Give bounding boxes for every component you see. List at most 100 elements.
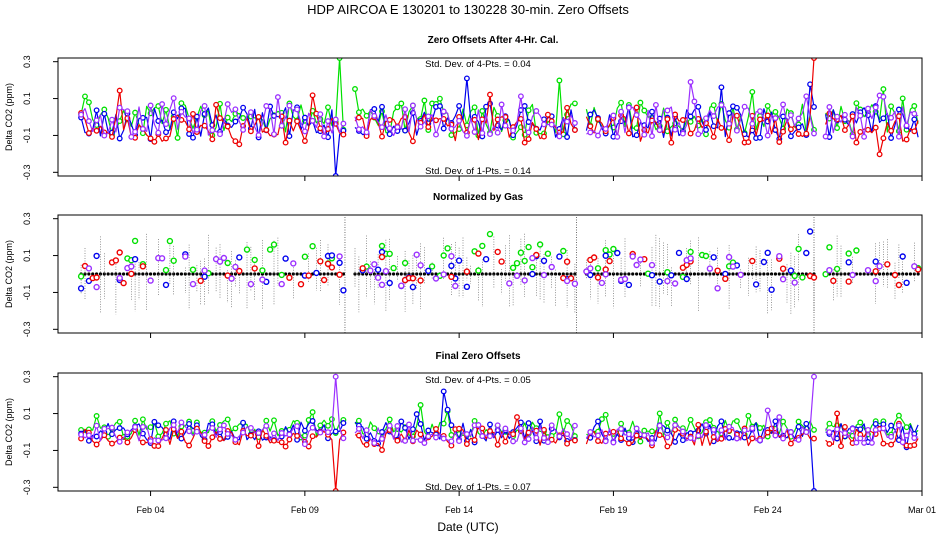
data-point bbox=[911, 128, 918, 135]
x-axis: Feb 04 Feb 09 Feb 14 Feb 19 Feb 24 Mar 01 bbox=[137, 491, 936, 515]
data-point bbox=[857, 419, 864, 426]
data-point bbox=[411, 272, 415, 276]
data-point bbox=[672, 438, 679, 445]
data-point bbox=[216, 258, 224, 265]
data-point bbox=[895, 422, 902, 429]
data-point bbox=[725, 253, 733, 261]
data-point bbox=[791, 279, 798, 286]
data-point bbox=[776, 253, 783, 260]
data-point bbox=[710, 113, 717, 120]
data-point bbox=[294, 106, 301, 113]
data-point bbox=[509, 264, 517, 271]
data-point bbox=[541, 435, 547, 441]
data-point bbox=[571, 437, 578, 444]
data-point bbox=[201, 431, 208, 438]
data-point bbox=[849, 133, 856, 140]
data-point bbox=[158, 255, 166, 262]
data-point bbox=[618, 435, 625, 442]
data-point bbox=[141, 272, 145, 276]
data-point bbox=[417, 402, 424, 408]
data-point bbox=[826, 104, 833, 110]
data-point bbox=[602, 438, 609, 445]
data-point bbox=[625, 440, 632, 447]
data-point bbox=[834, 435, 841, 442]
data-point bbox=[421, 97, 428, 104]
y-tick-label: 0.1 bbox=[22, 92, 32, 105]
data-point bbox=[614, 133, 621, 140]
data-point bbox=[746, 272, 751, 276]
data-point bbox=[78, 111, 85, 118]
data-point bbox=[324, 260, 332, 267]
data-point bbox=[183, 272, 187, 276]
data-point bbox=[494, 129, 501, 136]
data-point bbox=[749, 120, 756, 127]
data-point bbox=[668, 139, 675, 146]
data-point bbox=[379, 133, 385, 140]
data-point bbox=[752, 281, 760, 288]
data-point bbox=[322, 272, 326, 276]
data-point bbox=[569, 272, 573, 276]
data-point bbox=[619, 272, 623, 276]
data-point bbox=[116, 135, 123, 142]
data-point bbox=[355, 114, 362, 121]
data-point bbox=[440, 388, 447, 395]
data-point bbox=[201, 267, 208, 274]
data-point bbox=[456, 117, 463, 124]
data-point bbox=[147, 135, 154, 142]
data-point bbox=[448, 273, 455, 280]
x-tick-label: Feb 04 bbox=[137, 505, 165, 515]
data-point bbox=[749, 257, 756, 265]
data-point bbox=[745, 412, 752, 419]
data-point bbox=[187, 272, 191, 276]
y-axis-label: Delta CO2 (ppm) bbox=[4, 398, 14, 466]
y-tick-label: -0.1 bbox=[22, 285, 32, 301]
data-point bbox=[259, 276, 266, 283]
data-point bbox=[340, 420, 347, 426]
data-point bbox=[768, 286, 775, 293]
data-point bbox=[687, 130, 694, 137]
data-point bbox=[305, 272, 312, 279]
data-point bbox=[255, 443, 262, 449]
data-point bbox=[861, 439, 868, 446]
data-point bbox=[631, 272, 635, 276]
data-point bbox=[109, 133, 115, 140]
data-point bbox=[155, 422, 162, 429]
data-point bbox=[379, 124, 385, 131]
data-point bbox=[168, 272, 172, 276]
data-point bbox=[703, 422, 709, 429]
data-point bbox=[895, 412, 902, 419]
data-point bbox=[633, 261, 640, 269]
data-point bbox=[152, 272, 157, 276]
data-point bbox=[421, 440, 428, 446]
data-point bbox=[899, 439, 906, 446]
data-point bbox=[521, 439, 528, 446]
data-point bbox=[633, 104, 640, 111]
data-point bbox=[77, 285, 85, 292]
data-point bbox=[749, 425, 756, 432]
data-point bbox=[502, 122, 509, 129]
data-point bbox=[911, 116, 918, 123]
data-point bbox=[903, 424, 910, 431]
data-point bbox=[409, 283, 417, 291]
data-point bbox=[557, 272, 562, 276]
data-point bbox=[463, 132, 470, 139]
data-point bbox=[170, 422, 177, 428]
data-point bbox=[155, 129, 162, 136]
data-point bbox=[533, 108, 540, 114]
data-point bbox=[479, 130, 486, 137]
data-point bbox=[406, 421, 412, 428]
panel-title: Zero Offsets After 4-Hr. Cal. bbox=[428, 35, 559, 46]
data-point bbox=[193, 428, 200, 435]
data-point bbox=[317, 422, 324, 429]
annotation-std-4pts: Std. Dev. of 4-Pts. = 0.04 bbox=[425, 59, 531, 70]
data-point bbox=[332, 428, 339, 435]
data-point bbox=[507, 272, 511, 276]
data-point bbox=[278, 430, 285, 436]
data-point bbox=[340, 287, 347, 294]
data-point bbox=[425, 113, 432, 120]
data-point bbox=[877, 272, 882, 276]
data-point bbox=[760, 258, 768, 266]
data-point bbox=[240, 126, 247, 133]
data-point bbox=[417, 431, 424, 438]
